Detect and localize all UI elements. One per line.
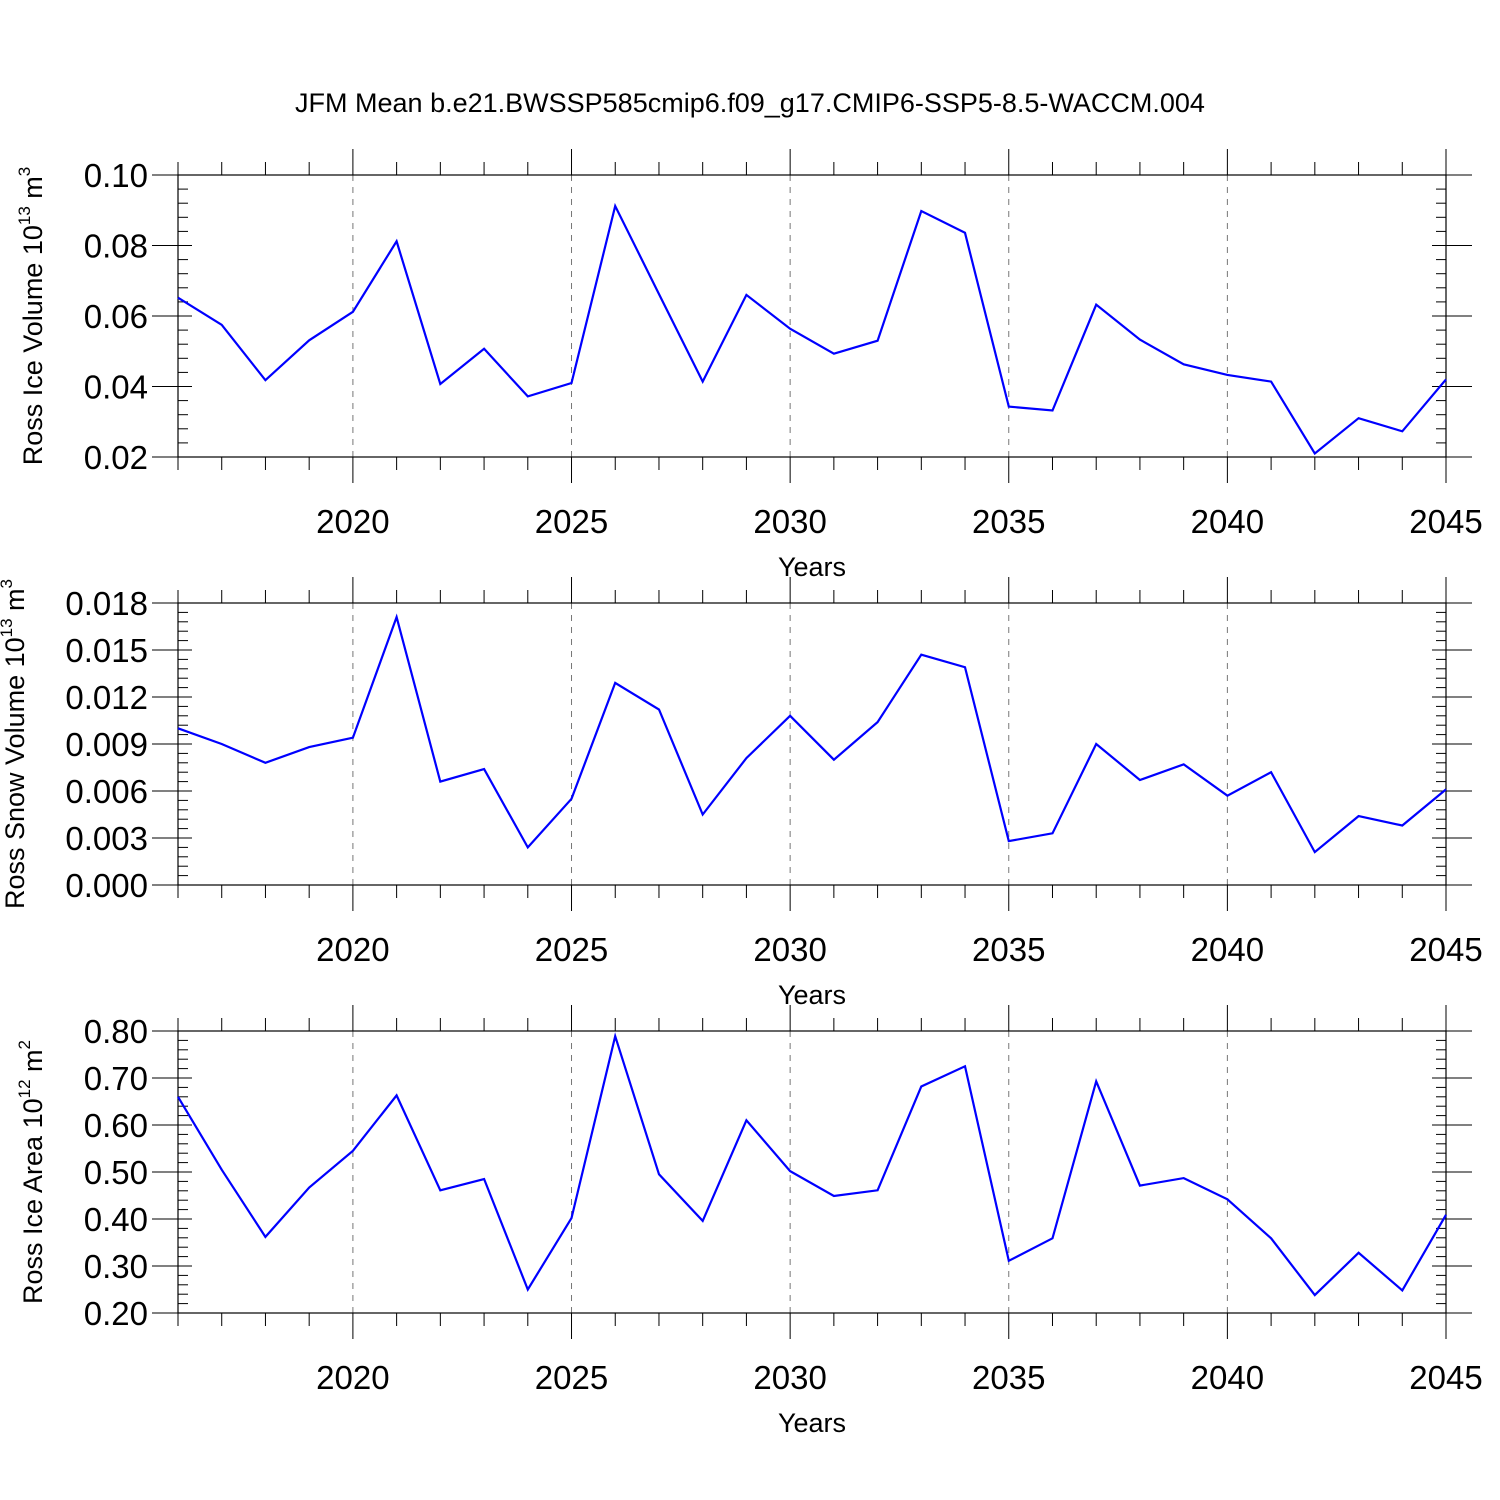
y-tick-label: 0.02	[84, 439, 148, 476]
panel-1: 0.02 0.04 0.06 0.08 0.10 2020 2025 2030 2035 2040…	[15, 149, 1483, 582]
y-axis-title-unit-exponent: 3	[15, 167, 34, 176]
x-tick-label: 2025	[535, 1359, 608, 1396]
x-tick-label: 2040	[1191, 931, 1264, 968]
y-axis-title-base: Ross Ice Area 10	[18, 1098, 48, 1304]
x-tick-label: 2045	[1409, 1359, 1482, 1396]
series-line	[177, 1032, 1447, 1297]
y-tick-label: 0.000	[65, 867, 148, 904]
x-tick-label: 2020	[316, 1359, 389, 1396]
x-axis-title: Years	[778, 1408, 846, 1438]
y-axis-title-base: Ross Snow Volume 10	[0, 637, 30, 909]
y-tick-label: 0.80	[84, 1013, 148, 1050]
x-axis-title: Years	[778, 552, 846, 582]
y-axis-title-base: Ross Ice Volume 10	[18, 225, 48, 465]
y-tick-label: 0.015	[65, 632, 148, 669]
y-tick-label: 0.50	[84, 1154, 148, 1191]
y-tick-label: 0.006	[65, 773, 148, 810]
y-axis-title-exponent: 12	[15, 1079, 34, 1098]
x-tick-label: 2020	[316, 503, 389, 540]
y-tick-label: 0.10	[84, 157, 148, 194]
y-axis-title-unit-exponent: 3	[0, 579, 16, 588]
x-tick-label: 2035	[972, 1359, 1045, 1396]
x-tick-label: 2035	[972, 931, 1045, 968]
y-tick-label: 0.009	[65, 726, 148, 763]
x-tick-label: 2035	[972, 503, 1045, 540]
x-tick-label: 2040	[1191, 1359, 1264, 1396]
y-tick-label: 0.012	[65, 679, 148, 716]
panel-2: 0.000 0.003 0.006 0.009 0.012 0.015 0.018 2020 2…	[0, 577, 1483, 1010]
x-axis-title: Years	[778, 980, 846, 1010]
x-tick-label: 2030	[753, 503, 826, 540]
y-tick-label: 0.20	[84, 1295, 148, 1332]
x-tick-label: 2045	[1409, 503, 1482, 540]
y-axis-title-unit-exponent: 2	[15, 1040, 34, 1049]
y-tick-label: 0.06	[84, 298, 148, 335]
x-tick-label: 2030	[753, 1359, 826, 1396]
x-tick-label: 2040	[1191, 503, 1264, 540]
y-axis-title: Ross Ice Volume 1013 m3	[15, 167, 48, 466]
panel-3: 0.20 0.30 0.40 0.50 0.60 0.70 0.80 2020 2025 2030…	[15, 1005, 1483, 1438]
series-line	[177, 202, 1447, 456]
x-tick-label: 2045	[1409, 931, 1482, 968]
plot-frame	[177, 602, 1447, 886]
y-tick-label: 0.40	[84, 1201, 148, 1238]
y-tick-label: 0.70	[84, 1060, 148, 1097]
x-tick-label: 2025	[535, 931, 608, 968]
y-tick-label: 0.04	[84, 369, 148, 406]
y-axis-title-unit: m	[18, 1049, 48, 1079]
y-tick-label: 0.003	[65, 820, 148, 857]
y-axis-title-unit: m	[0, 588, 30, 618]
y-tick-label: 0.30	[84, 1248, 148, 1285]
y-tick-label: 0.60	[84, 1107, 148, 1144]
y-axis-title: Ross Snow Volume 1013 m3	[0, 579, 30, 909]
x-tick-label: 2020	[316, 931, 389, 968]
y-axis-title-exponent: 13	[15, 206, 34, 225]
y-axis-title: Ross Ice Area 1012 m2	[15, 1040, 48, 1304]
x-tick-label: 2030	[753, 931, 826, 968]
y-tick-label: 0.018	[65, 585, 148, 622]
plot-frame	[177, 174, 1447, 458]
y-axis-title-unit: m	[18, 176, 48, 206]
y-axis-title-exponent: 13	[0, 618, 16, 637]
chart-title: JFM Mean b.e21.BWSSP585cmip6.f09_g17.CMI…	[295, 88, 1205, 118]
series-line	[177, 613, 1447, 854]
plot-frame	[177, 1030, 1447, 1314]
x-tick-label: 2025	[535, 503, 608, 540]
y-tick-label: 0.08	[84, 228, 148, 265]
